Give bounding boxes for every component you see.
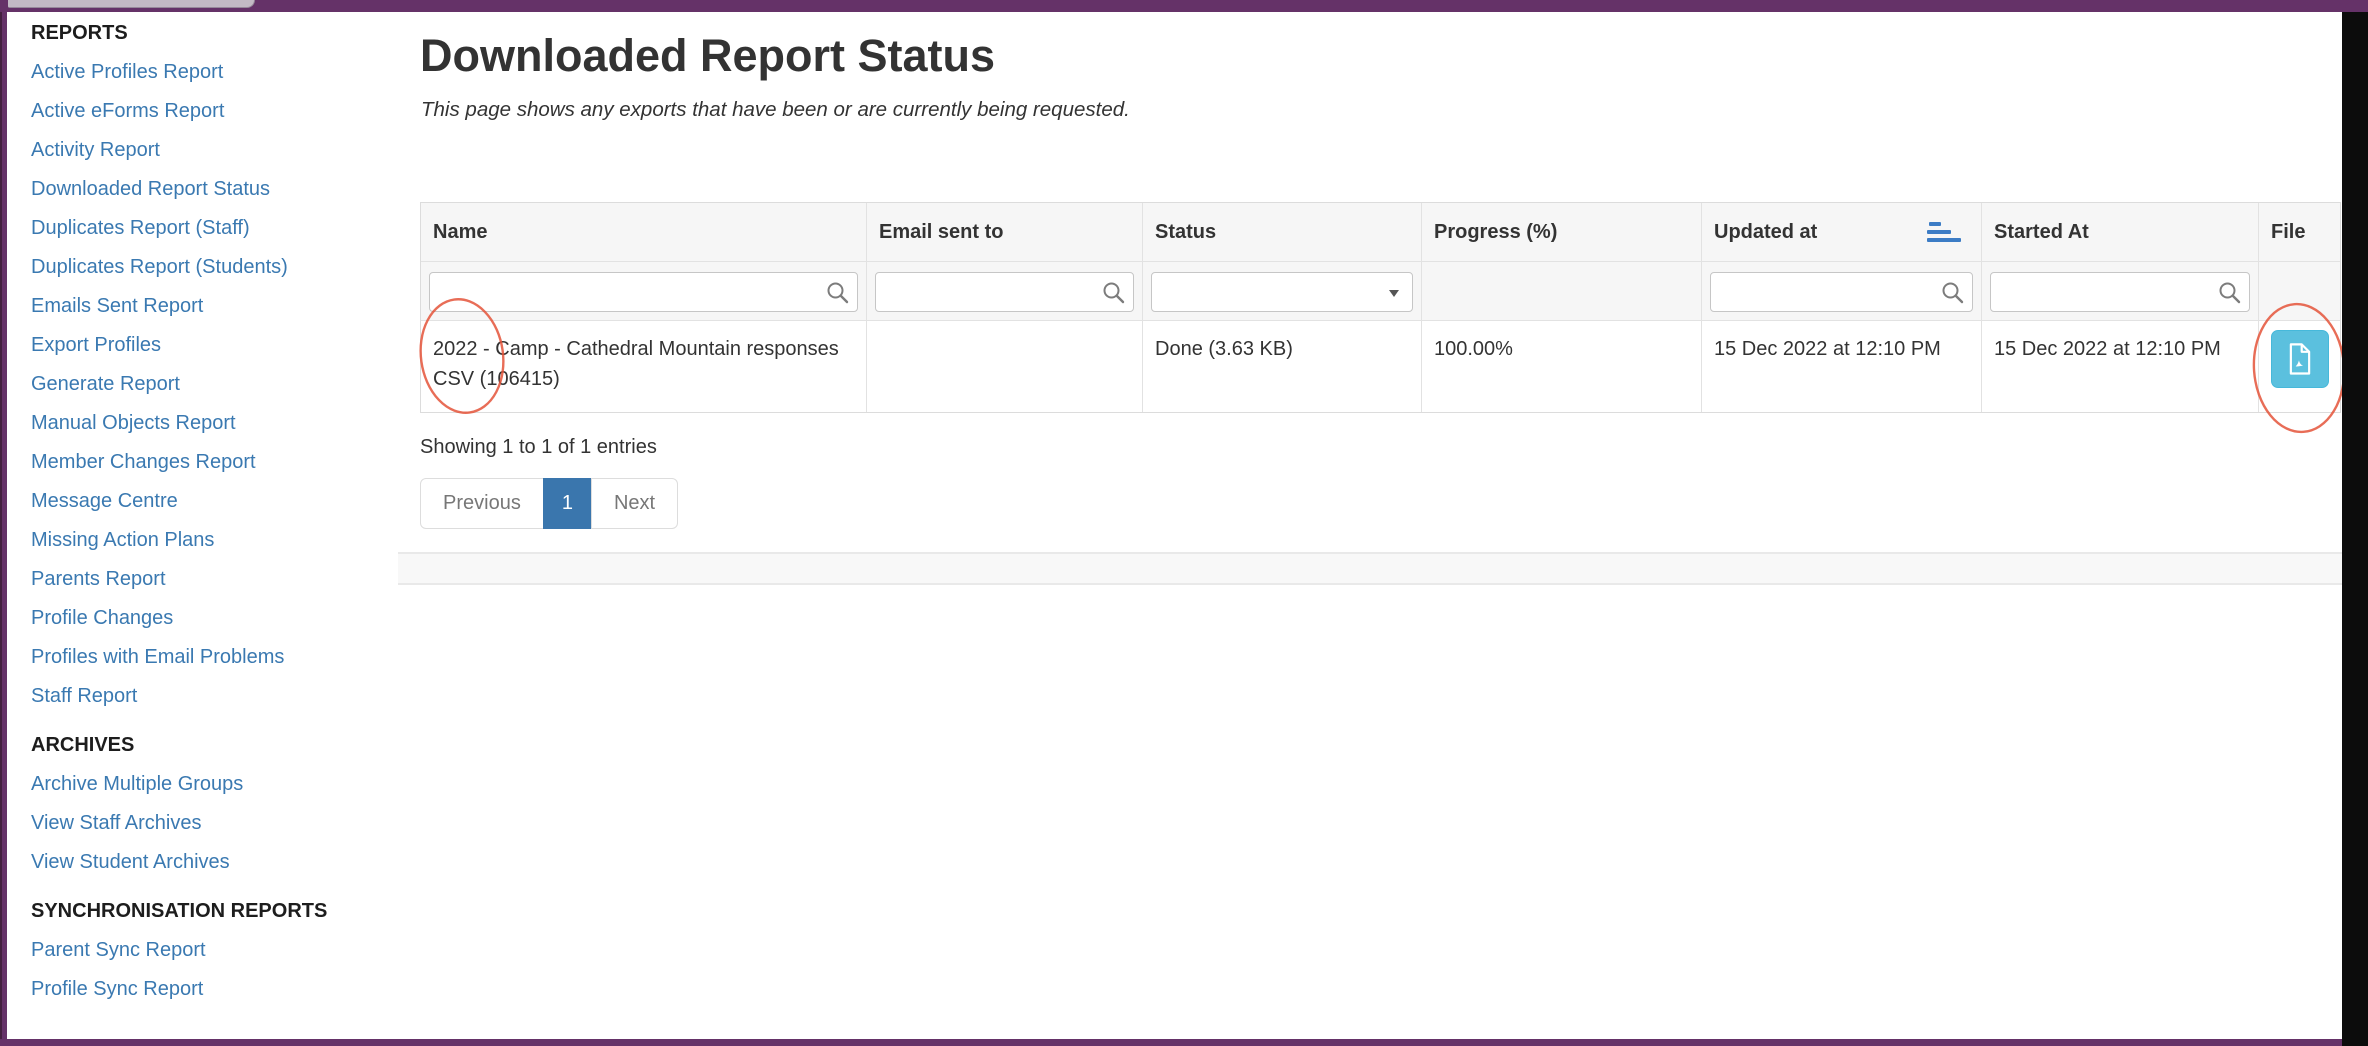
sidebar-item-parent-sync-report[interactable]: Parent Sync Report (31, 939, 206, 961)
sidebar-item-downloaded-report-status[interactable]: Downloaded Report Status (31, 178, 271, 200)
sidebar-item-duplicates-report-staff[interactable]: Duplicates Report (Staff) (31, 217, 250, 239)
column-header-updated-at[interactable]: Updated at (1702, 203, 1982, 262)
sidebar-item-missing-action-plans[interactable]: Missing Action Plans (31, 529, 215, 551)
next-page-button[interactable]: Next (590, 478, 679, 529)
sidebar-item-profiles-with-email-problems[interactable]: Profiles with Email Problems (31, 646, 285, 668)
window-frame-top (0, 0, 2368, 12)
caret-down-icon (1389, 290, 1399, 297)
cell-progress: 100.00% (1422, 321, 1702, 412)
status-filter-select[interactable] (1151, 272, 1413, 312)
background-window-strip (2342, 0, 2368, 1046)
cell-updated-at: 15 Dec 2022 at 12:10 PM (1702, 321, 1982, 412)
progress-filter-empty-cell (1422, 262, 1702, 321)
reports-sidebar: REPORTS Active Profiles Report Active eF… (7, 12, 402, 1009)
file-document-icon (2289, 343, 2310, 375)
table-row: 2022 - Camp - Cathedral Mountain respons… (421, 321, 2340, 412)
cell-email-sent-to (867, 321, 1143, 412)
sidebar-item-duplicates-report-students[interactable]: Duplicates Report (Students) (31, 256, 288, 278)
window-frame-bottom (0, 1039, 2342, 1046)
sidebar-item-staff-report[interactable]: Staff Report (31, 685, 138, 707)
pagination: Previous 1 Next (420, 478, 679, 529)
started-at-filter-input[interactable] (1990, 272, 2250, 312)
sidebar-item-manual-objects-report[interactable]: Manual Objects Report (31, 412, 236, 434)
cell-report-name: 2022 - Camp - Cathedral Mountain respons… (421, 321, 867, 412)
column-header-file: File (2259, 203, 2340, 262)
sidebar-item-view-student-archives[interactable]: View Student Archives (31, 851, 230, 873)
sidebar-item-profile-sync-report[interactable]: Profile Sync Report (31, 978, 204, 1000)
downloads-table: Name Email sent to Status Progress (%) U… (420, 202, 2341, 413)
sidebar-item-emails-sent-report[interactable]: Emails Sent Report (31, 295, 204, 317)
cell-status: Done (3.63 KB) (1143, 321, 1422, 412)
sidebar-item-active-profiles-report[interactable]: Active Profiles Report (31, 61, 224, 83)
table-header-row: Name Email sent to Status Progress (%) U… (421, 203, 2340, 262)
sidebar-item-message-centre[interactable]: Message Centre (31, 490, 178, 512)
previous-page-button[interactable]: Previous (420, 478, 544, 529)
column-header-status[interactable]: Status (1143, 203, 1422, 262)
column-header-started-at[interactable]: Started At (1982, 203, 2259, 262)
column-header-updated-at-label: Updated at (1714, 220, 1818, 243)
sidebar-item-view-staff-archives[interactable]: View Staff Archives (31, 812, 202, 834)
sidebar-item-parents-report[interactable]: Parents Report (31, 568, 166, 590)
sidebar-item-generate-report[interactable]: Generate Report (31, 373, 180, 395)
column-header-name[interactable]: Name (421, 203, 867, 262)
sidebar-item-member-changes-report[interactable]: Member Changes Report (31, 451, 256, 473)
page-subtitle: This page shows any exports that have be… (421, 98, 1130, 121)
updated-at-filter-input[interactable] (1710, 272, 1973, 312)
footer-divider-band (398, 552, 2342, 585)
email-filter-input[interactable] (875, 272, 1134, 312)
column-header-email-sent-to[interactable]: Email sent to (867, 203, 1143, 262)
sidebar-item-profile-changes[interactable]: Profile Changes (31, 607, 174, 629)
sidebar-item-active-eforms-report[interactable]: Active eForms Report (31, 100, 225, 122)
sidebar-item-activity-report[interactable]: Activity Report (31, 139, 160, 161)
sidebar-item-archive-multiple-groups[interactable]: Archive Multiple Groups (31, 773, 244, 795)
entries-summary: Showing 1 to 1 of 1 entries (420, 436, 657, 458)
sidebar-heading-archives: ARCHIVES (31, 734, 135, 756)
column-header-progress[interactable]: Progress (%) (1422, 203, 1702, 262)
page-1-button[interactable]: 1 (542, 478, 592, 529)
page-title: Downloaded Report Status (420, 30, 996, 81)
sidebar-item-export-profiles[interactable]: Export Profiles (31, 334, 162, 356)
file-download-button[interactable] (2270, 330, 2329, 388)
window-frame-left (0, 0, 7, 1046)
cell-started-at: 15 Dec 2022 at 12:10 PM (1982, 321, 2259, 412)
sidebar-heading-reports: REPORTS (31, 22, 128, 44)
file-filter-empty-cell (2259, 262, 2340, 321)
name-filter-input[interactable] (429, 272, 858, 312)
sidebar-heading-synchronisation-reports: SYNCHRONISATION REPORTS (31, 900, 328, 922)
browser-tab-fragment (8, 0, 255, 8)
sort-lines-icon[interactable] (1927, 222, 1961, 242)
table-filter-row (421, 262, 2340, 321)
